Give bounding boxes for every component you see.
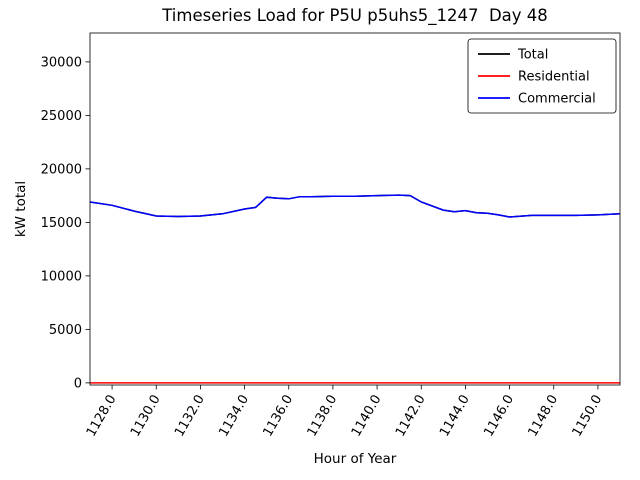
series-line-total	[89, 194, 621, 218]
x-tick-label: 1146.0	[481, 393, 517, 440]
x-axis-label: Hour of Year	[313, 451, 397, 467]
y-tick-label: 25000	[41, 109, 82, 124]
legend-label-commercial: Commercial	[518, 92, 596, 107]
y-tick-label: 20000	[41, 162, 82, 177]
y-tick-label: 5000	[49, 323, 82, 338]
legend-label-total: Total	[517, 48, 548, 63]
x-tick-label: 1142.0	[393, 393, 429, 440]
series-line-commercial	[89, 194, 621, 218]
legend: Total Residential Commercial	[467, 38, 617, 114]
x-tick-label: 1130.0	[128, 393, 164, 440]
legend-label-residential: Residential	[518, 70, 590, 85]
y-tick-label: 10000	[41, 269, 82, 284]
legend-box	[467, 38, 617, 114]
y-tick-label: 30000	[41, 55, 82, 70]
x-tick-label: 1132.0	[172, 393, 208, 440]
y-tick-label: 15000	[41, 216, 82, 231]
y-tick-label: 0	[74, 376, 82, 391]
x-tick-label: 1128.0	[84, 393, 120, 440]
x-tick-label: 1148.0	[525, 393, 561, 440]
x-tick-label: 1144.0	[437, 392, 473, 439]
x-tick-label: 1140.0	[349, 393, 385, 440]
x-tick-label: 1138.0	[305, 393, 341, 440]
x-tick-label: 1150.0	[570, 393, 606, 440]
x-tick-label: 1136.0	[260, 393, 296, 440]
series-lines	[89, 194, 621, 384]
x-tick-label: 1134.0	[216, 393, 252, 440]
chart-title: Timeseries Load for P5U p5uhs5_1247 Day …	[162, 6, 548, 25]
plot-frame	[89, 32, 621, 386]
y-axis-label: kW total	[13, 180, 29, 238]
